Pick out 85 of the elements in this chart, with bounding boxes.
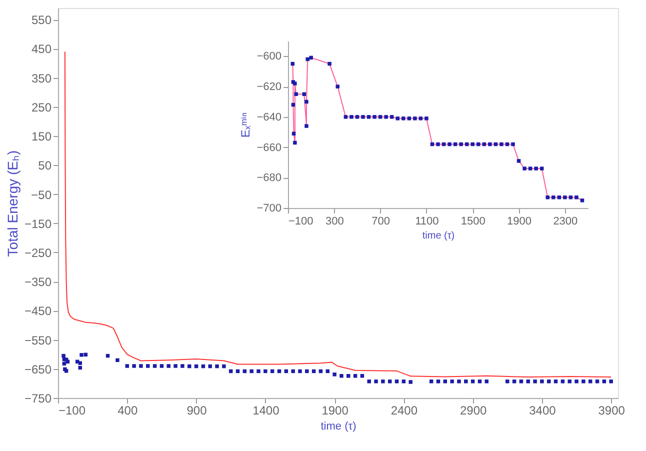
point	[407, 116, 412, 120]
point	[574, 196, 578, 200]
line-series	[64, 51, 612, 378]
point	[418, 116, 423, 120]
point	[522, 166, 526, 170]
point	[290, 62, 294, 66]
x-tick-label: 1400	[252, 404, 280, 418]
y-tick-label: −250	[24, 246, 52, 260]
point	[309, 56, 313, 60]
point	[488, 142, 492, 146]
y-tick-label: 350	[31, 71, 52, 86]
x-tick-label: 3900	[598, 404, 626, 418]
point	[516, 159, 521, 163]
y-tick-label: −700	[256, 202, 282, 214]
y-axis-title: Eₓᵐⁱⁿ	[238, 112, 253, 138]
point	[328, 62, 332, 66]
y-tick-label: 50	[38, 158, 52, 173]
point	[336, 84, 340, 88]
point	[361, 115, 365, 119]
x-tick-label: 1900	[322, 404, 349, 418]
x-tick-label: 2400	[390, 404, 418, 418]
x-tick-label: 2300	[553, 216, 578, 228]
point	[372, 115, 376, 119]
point	[344, 115, 348, 119]
point	[306, 57, 310, 62]
point	[563, 196, 567, 200]
x-tick-label: 3400	[529, 404, 556, 418]
x-tick-label: 1500	[460, 216, 486, 228]
point	[366, 115, 371, 119]
point	[470, 142, 474, 146]
y-tick-label: −450	[24, 304, 52, 318]
y-tick-label: −350	[24, 275, 52, 290]
point	[448, 142, 452, 146]
y-tick-label: 150	[31, 130, 52, 144]
y-tick-label: 450	[31, 42, 52, 56]
y-tick-label: −640	[256, 111, 282, 124]
x-tick-label: −100	[288, 216, 314, 228]
point	[390, 115, 394, 119]
point	[355, 115, 360, 119]
x-axis-title: time (τ)	[422, 230, 455, 242]
y-axis-title: Total Energy (Eₕ)	[4, 150, 20, 257]
point	[402, 116, 406, 120]
x-tick-label: 1900	[507, 216, 532, 228]
y-tick-label: 250	[31, 100, 52, 114]
point	[384, 115, 388, 119]
point	[292, 132, 296, 136]
point	[293, 140, 297, 145]
point	[552, 196, 556, 200]
y-tick-label: −50	[31, 188, 52, 202]
y-tick-label: −660	[256, 142, 282, 154]
x-tick-label: 1100	[415, 216, 439, 228]
point	[546, 196, 550, 200]
point	[436, 142, 440, 146]
y-tick-label: −680	[256, 172, 282, 184]
point	[528, 166, 532, 170]
point	[413, 116, 417, 120]
point	[304, 100, 308, 104]
point	[396, 116, 400, 120]
point	[534, 166, 538, 170]
x-tick-label: 300	[325, 216, 344, 228]
point	[424, 116, 428, 120]
y-tick-label: −600	[256, 50, 282, 63]
point	[350, 115, 354, 119]
x-tick-label: 900	[186, 404, 208, 418]
x-tick-label: −100	[58, 404, 86, 418]
y-tick-label: 550	[31, 13, 52, 28]
y-tick-label: −150	[24, 216, 52, 231]
point	[304, 124, 308, 128]
x-axis-title: time (τ)	[320, 420, 356, 432]
y-tick-label: −550	[24, 333, 52, 348]
x-tick-label: 2900	[460, 404, 487, 418]
point	[511, 142, 515, 146]
y-tick-label: −650	[24, 362, 52, 376]
line-series	[292, 57, 583, 201]
point	[476, 142, 480, 146]
point	[459, 142, 463, 146]
y-tick-label: −620	[256, 81, 282, 94]
point	[500, 142, 504, 146]
x-tick-label: 400	[118, 404, 138, 418]
x-tick-label: 700	[372, 216, 390, 228]
point	[580, 198, 584, 202]
y-tick-label: −750	[24, 392, 52, 406]
point	[294, 92, 298, 96]
point	[540, 166, 544, 170]
point	[378, 115, 382, 119]
